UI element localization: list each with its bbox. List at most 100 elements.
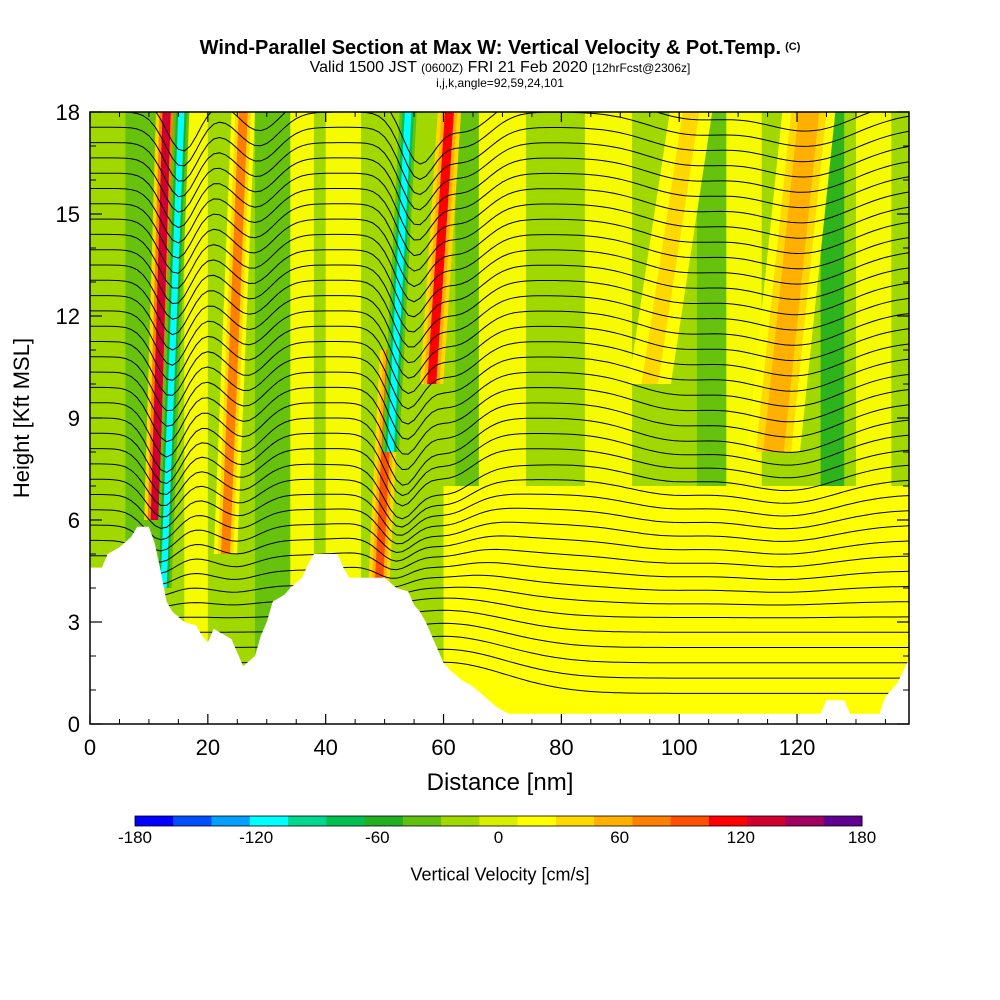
colorbar-segment: [594, 816, 633, 826]
isentropes: [90, 112, 909, 694]
terrain: [90, 526, 909, 724]
updraft-band: [427, 112, 454, 384]
isentrope-line: [90, 478, 909, 528]
y-tick-label: 18: [56, 100, 80, 125]
isentrope-line: [90, 341, 909, 410]
isentrope-line: [90, 493, 909, 536]
isentrope-line: [90, 142, 909, 211]
colorbar-segment: [747, 816, 786, 826]
colorbar-segment: [402, 816, 442, 826]
isentrope-line: [90, 233, 909, 303]
isentrope-line: [90, 597, 909, 619]
colorbar-segment: [517, 816, 557, 826]
colorbar-tick-label: -60: [365, 828, 390, 847]
isentrope-line: [90, 203, 909, 272]
low-level-updraft: [443, 486, 909, 724]
isentrope-line: [90, 402, 909, 471]
colorbar-segment: [670, 816, 710, 826]
colorbar-segment: [249, 816, 289, 826]
downdraft-band: [387, 112, 412, 452]
x-tick-label: 80: [549, 735, 573, 760]
chart-subtitle: Valid 1500 JST (0600Z) FRI 21 Feb 2020 […: [0, 59, 1000, 77]
valid-date: FRI 21 Feb 2020: [467, 59, 588, 76]
y-tick-label: 12: [56, 304, 80, 329]
x-axis: 0 20 40 60 80 100 120: [84, 112, 886, 760]
isentrope-line: [90, 535, 909, 563]
isentrope-line: [90, 249, 909, 318]
colorbar-tick-label: 60: [610, 828, 629, 847]
isentrope-line: [90, 157, 909, 226]
colorbar-segment: [135, 816, 174, 826]
colorbar-segment: [441, 816, 480, 826]
isentrope-line: [90, 548, 909, 574]
isentrope-line: [90, 586, 909, 608]
colorbar: -180 -120 -60 0 60 120 180: [118, 815, 876, 847]
grid-indices: i,j,k,angle=92,59,24,101: [436, 76, 564, 90]
forecast-info: [12hrFcst@2306z]: [592, 61, 691, 75]
isentrope-line: [155, 112, 872, 165]
colorbar-segment: [785, 816, 825, 826]
chart-title: Wind-Parallel Section at Max W: Vertical…: [0, 36, 1000, 59]
colorbar-segment: [288, 816, 327, 826]
colorbar-segment: [326, 816, 366, 826]
isentrope-line: [90, 432, 909, 497]
isentrope-line: [90, 356, 909, 425]
colorbar-segment: [173, 816, 213, 826]
isentrope-line: [90, 279, 909, 348]
isentrope-line: [90, 609, 909, 633]
y-tick-label: 6: [68, 508, 80, 533]
y-tick-label: 3: [68, 610, 80, 635]
colorbar-segment: [364, 816, 404, 826]
isentrope-line: [90, 463, 909, 520]
isentrope-line: [90, 126, 909, 196]
isentrope-line: [90, 218, 909, 288]
colorbar-tick-label: 120: [727, 828, 755, 847]
y-tick-label: 15: [56, 202, 80, 227]
valid-utc: (0600Z): [421, 61, 464, 75]
chart-title-block: Wind-Parallel Section at Max W: Vertical…: [0, 36, 1000, 89]
isentrope-line: [90, 264, 909, 333]
y-axis: 0 3 6 9 12 15 18: [56, 100, 909, 737]
isentrope-line: [90, 371, 909, 440]
colorbar-tick-label: 180: [848, 828, 876, 847]
colorbar-tick-label: 0: [494, 828, 503, 847]
isentrope-line: [90, 295, 909, 364]
colorbar-segment: [211, 816, 251, 826]
isentrope-line: [90, 172, 909, 241]
colorbar-frame: [134, 815, 863, 827]
velocity-stripe: [184, 112, 208, 724]
x-tick-label: 100: [661, 735, 698, 760]
isentrope-line: [90, 521, 909, 554]
y-tick-label: 9: [68, 406, 80, 431]
colorbar-label: Vertical Velocity [cm/s]: [410, 864, 590, 885]
x-axis-label: Distance [nm]: [426, 769, 574, 796]
isentrope-line: [90, 310, 909, 379]
isentrope-line: [90, 562, 909, 585]
colorbar-tick-label: -180: [118, 828, 152, 847]
isentrope-line: [90, 448, 909, 507]
title-main: Wind-Parallel Section at Max W: Vertical…: [199, 37, 782, 59]
x-tick-label: 60: [431, 735, 455, 760]
colorbar-segment: [479, 816, 519, 826]
isentrope-line: [90, 507, 909, 545]
colorbar-segment: [823, 816, 863, 826]
x-tick-label: 20: [196, 735, 220, 760]
isentrope-line: [90, 417, 909, 486]
colorbar-tick-label: -120: [239, 828, 273, 847]
x-tick-label: 120: [779, 735, 816, 760]
colorbar-segment: [632, 816, 672, 826]
colorbar-segment: [555, 816, 595, 826]
isentrope-line: [90, 188, 909, 257]
valid-time: Valid 1500 JST: [309, 59, 417, 76]
isentrope-line: [90, 574, 909, 597]
isentrope-line: [90, 325, 909, 395]
y-axis-label: Height [Kft MSL]: [9, 337, 34, 499]
updraft-band: [220, 112, 248, 554]
colorbar-segment: [708, 816, 748, 826]
isentrope-line: [90, 112, 909, 180]
x-tick-label: 0: [84, 735, 96, 760]
title-copyright: (C): [785, 41, 801, 53]
y-tick-label: 0: [68, 712, 80, 737]
x-tick-label: 40: [313, 735, 337, 760]
